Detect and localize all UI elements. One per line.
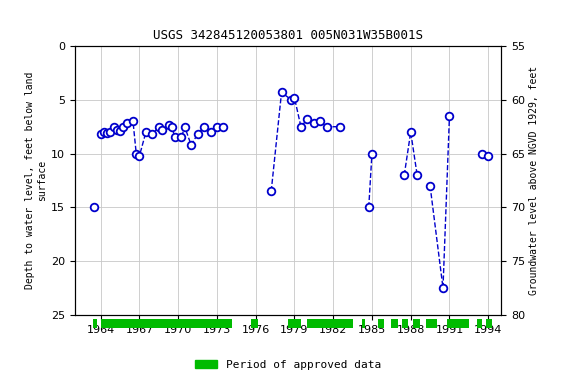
Bar: [378, 319, 384, 328]
Y-axis label: Depth to water level, feet below land
surface: Depth to water level, feet below land su…: [25, 72, 47, 289]
Bar: [308, 319, 353, 328]
Bar: [101, 319, 233, 328]
Bar: [288, 319, 301, 328]
Bar: [447, 319, 469, 328]
Bar: [426, 319, 437, 328]
Bar: [401, 319, 408, 328]
Legend: Period of approved data: Period of approved data: [191, 356, 385, 375]
Bar: [391, 319, 398, 328]
Bar: [362, 319, 366, 328]
Y-axis label: Groundwater level above NGVD 1929, feet: Groundwater level above NGVD 1929, feet: [529, 66, 539, 295]
Bar: [486, 319, 492, 328]
Title: USGS 342845120053801 005N031W35B001S: USGS 342845120053801 005N031W35B001S: [153, 29, 423, 42]
Bar: [93, 319, 97, 328]
Bar: [251, 319, 258, 328]
Bar: [476, 319, 482, 328]
Bar: [414, 319, 420, 328]
